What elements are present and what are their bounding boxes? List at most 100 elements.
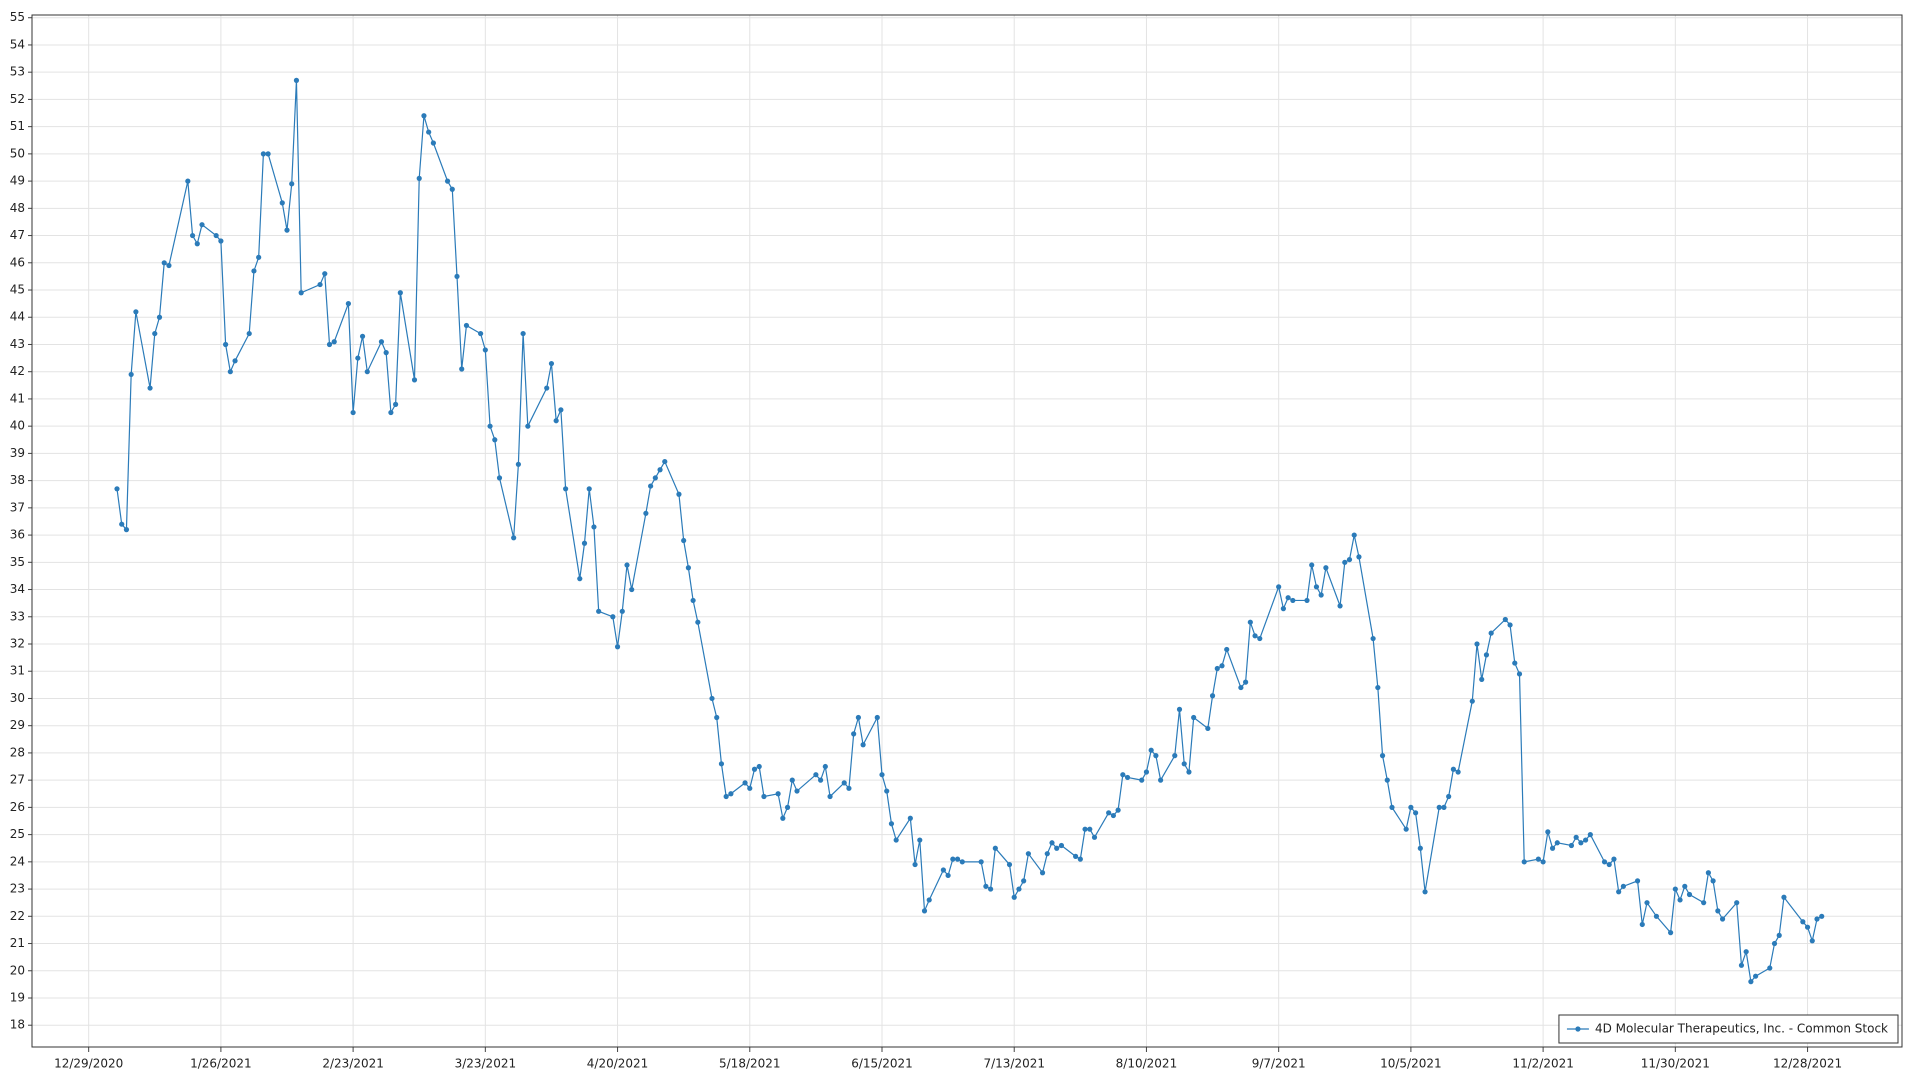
data-point bbox=[1507, 622, 1513, 628]
data-point bbox=[256, 254, 262, 260]
legend-box bbox=[1558, 1014, 1899, 1044]
data-point bbox=[331, 339, 337, 345]
x-tick-label: 10/5/2021 bbox=[1380, 1057, 1442, 1071]
data-point bbox=[954, 856, 961, 862]
data-point bbox=[893, 837, 899, 843]
data-point bbox=[166, 262, 172, 269]
data-point bbox=[1209, 693, 1216, 699]
data-point bbox=[378, 339, 385, 345]
data-point bbox=[114, 486, 120, 492]
y-tick-label: 55 bbox=[10, 10, 25, 24]
data-point bbox=[492, 437, 498, 443]
data-point bbox=[1021, 878, 1027, 884]
data-point bbox=[912, 861, 918, 868]
data-point bbox=[147, 385, 153, 391]
data-point bbox=[1224, 646, 1230, 653]
data-point bbox=[1422, 889, 1428, 895]
y-tick-label: 21 bbox=[10, 936, 25, 950]
data-point bbox=[388, 409, 394, 416]
data-point bbox=[1323, 565, 1329, 571]
data-point bbox=[1819, 913, 1825, 919]
data-point bbox=[1110, 812, 1116, 819]
data-point bbox=[1682, 883, 1688, 889]
data-point bbox=[284, 227, 290, 233]
data-point bbox=[1243, 679, 1249, 685]
data-point bbox=[643, 510, 649, 516]
data-point bbox=[596, 608, 602, 614]
data-point bbox=[1285, 595, 1291, 601]
legend: 4D Molecular Therapeutics, Inc. - Common… bbox=[1558, 1014, 1899, 1044]
data-point bbox=[728, 791, 734, 797]
data-point bbox=[577, 576, 583, 582]
data-point bbox=[515, 461, 521, 467]
data-point bbox=[1639, 921, 1645, 928]
y-tick-label: 33 bbox=[10, 609, 25, 623]
data-point bbox=[884, 788, 890, 794]
data-point bbox=[1337, 603, 1343, 609]
data-point bbox=[1389, 804, 1395, 810]
data-point bbox=[1073, 853, 1079, 859]
data-point bbox=[1186, 769, 1192, 775]
data-point bbox=[1540, 859, 1546, 865]
data-point bbox=[1143, 769, 1150, 775]
data-point bbox=[1049, 840, 1055, 846]
data-point bbox=[416, 175, 422, 181]
data-point bbox=[1408, 804, 1414, 810]
x-tick-label: 4/20/2021 bbox=[587, 1057, 649, 1071]
data-point bbox=[355, 355, 361, 361]
data-point bbox=[586, 486, 592, 492]
data-point bbox=[1611, 856, 1617, 862]
data-point bbox=[1413, 810, 1419, 816]
data-point bbox=[1172, 753, 1178, 759]
data-point bbox=[907, 815, 913, 821]
data-point bbox=[784, 804, 791, 810]
data-point bbox=[1521, 859, 1527, 865]
y-tick-label: 30 bbox=[10, 691, 25, 705]
data-point bbox=[1677, 897, 1683, 903]
data-point bbox=[756, 763, 762, 770]
data-point bbox=[1356, 554, 1362, 560]
data-point bbox=[1469, 698, 1475, 704]
y-tick-label: 25 bbox=[10, 827, 25, 841]
data-point bbox=[1280, 606, 1286, 612]
data-point bbox=[1252, 633, 1258, 639]
x-tick-label: 8/10/2021 bbox=[1116, 1057, 1178, 1071]
data-point bbox=[879, 772, 885, 778]
data-point bbox=[813, 772, 819, 778]
data-point bbox=[194, 241, 200, 247]
data-point bbox=[544, 385, 550, 391]
data-point bbox=[624, 562, 630, 568]
data-point bbox=[926, 897, 932, 903]
data-point bbox=[289, 181, 295, 187]
data-point bbox=[553, 418, 559, 424]
data-point bbox=[775, 791, 781, 797]
y-tick-label: 48 bbox=[10, 201, 25, 215]
data-point bbox=[185, 178, 191, 184]
data-point bbox=[1545, 829, 1551, 835]
y-tick-label: 24 bbox=[10, 854, 25, 868]
data-point bbox=[1767, 965, 1773, 971]
data-point bbox=[860, 742, 866, 748]
data-point bbox=[614, 644, 621, 650]
data-point bbox=[1058, 842, 1065, 849]
data-point bbox=[199, 222, 205, 228]
legend-label: 4D Molecular Therapeutics, Inc. - Common… bbox=[1595, 1022, 1888, 1036]
data-point bbox=[1573, 834, 1579, 840]
data-point bbox=[1549, 845, 1556, 851]
data-point bbox=[1153, 753, 1159, 759]
data-point bbox=[1809, 938, 1815, 944]
data-point bbox=[1672, 886, 1678, 892]
data-point bbox=[723, 793, 729, 800]
data-point bbox=[761, 793, 767, 800]
data-point bbox=[1077, 856, 1083, 862]
y-tick-label: 34 bbox=[10, 582, 25, 596]
x-tick-label: 12/29/2020 bbox=[54, 1057, 123, 1071]
data-point bbox=[718, 761, 725, 767]
y-tick-label: 26 bbox=[10, 800, 25, 814]
data-point bbox=[827, 793, 833, 800]
data-point bbox=[1124, 774, 1131, 781]
y-tick-label: 39 bbox=[10, 446, 25, 460]
data-point bbox=[227, 369, 233, 375]
data-point bbox=[1276, 584, 1282, 590]
data-point bbox=[1039, 870, 1046, 876]
